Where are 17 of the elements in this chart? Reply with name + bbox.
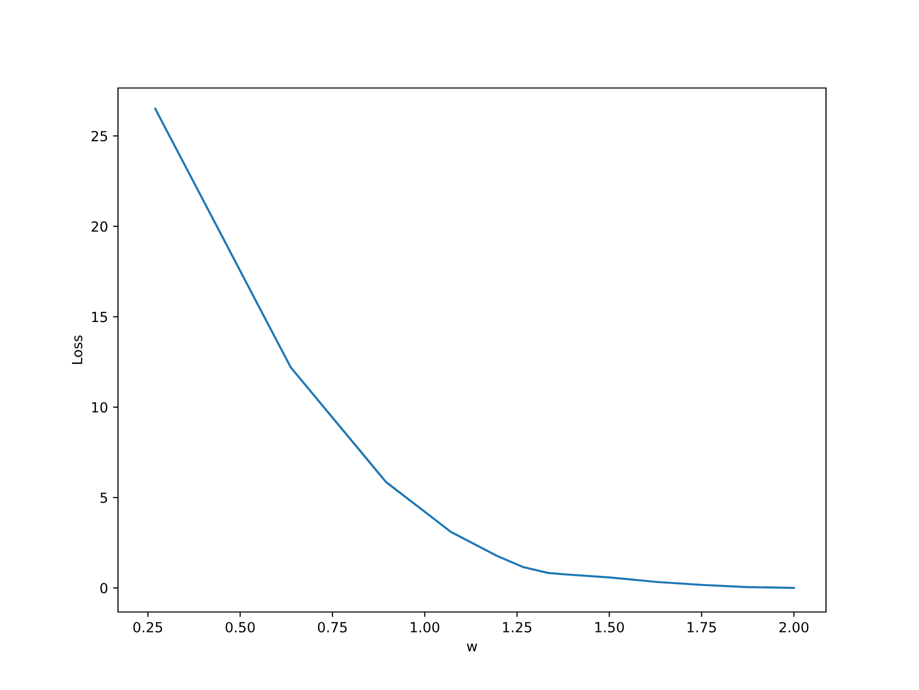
x-tick-label: 1.25	[503, 622, 532, 632]
line-series	[154, 108, 795, 589]
x-tick-label: 2.00	[779, 622, 808, 632]
x-tick-label: 0.75	[318, 622, 347, 632]
x-tick-label: 1.00	[410, 622, 440, 632]
y-axis-title: Loss	[72, 335, 82, 364]
y-tick-label: 10	[92, 402, 108, 413]
x-tick-label: 0.25	[133, 622, 162, 632]
y-tick-label: 0	[100, 582, 108, 594]
x-tick-label: 0.50	[226, 622, 255, 632]
x-tick-label: 1.50	[595, 622, 624, 632]
x-tick-label: 1.75	[688, 622, 716, 632]
y-tick-label: 25	[92, 130, 108, 142]
y-tick-label: 20	[92, 221, 108, 232]
y-tick-label: 5	[100, 492, 108, 504]
x-axis-title: w	[466, 644, 478, 652]
y-tick-label: 15	[92, 312, 108, 322]
